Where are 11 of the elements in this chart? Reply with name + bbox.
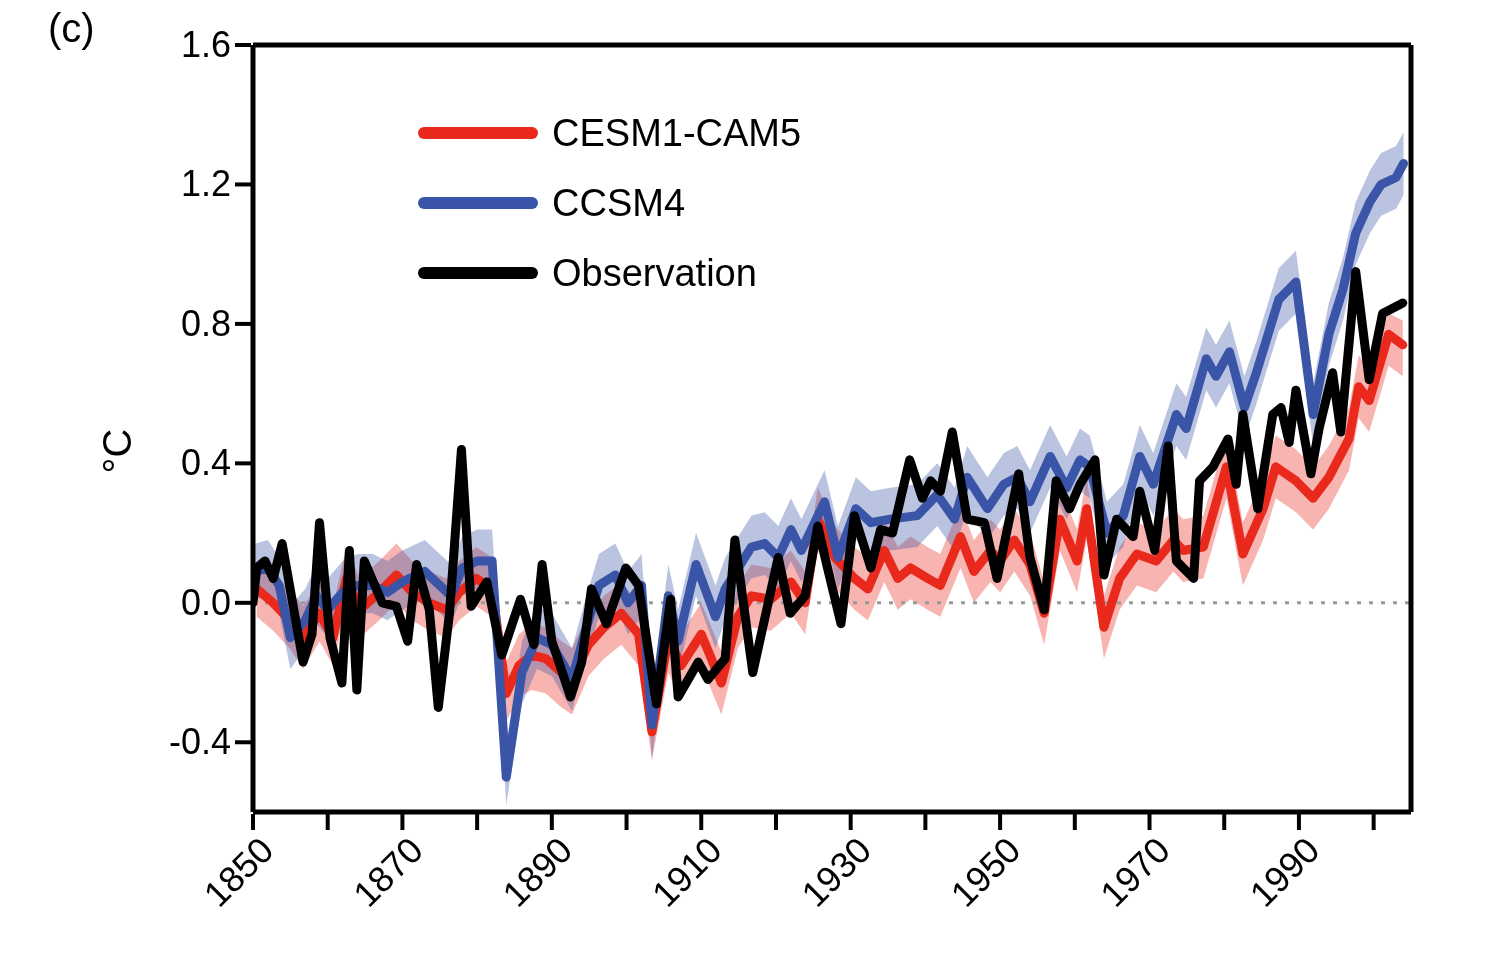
y-tick-label: 0.0 [180,581,231,623]
y-tick-label: 0.4 [180,442,231,484]
y-tick-label: 1.2 [180,163,231,205]
y-tick-label: 1.6 [180,24,231,65]
y-axis-title: °C [95,428,140,474]
text: (c) [48,6,95,51]
legend-label: Observation [552,251,757,295]
y-tick-label: 0.8 [180,302,231,344]
legend-label: CCSM4 [552,181,686,225]
legend-label: CESM1-CAM5 [552,111,802,155]
y-tick-label: -0.4 [168,721,231,763]
